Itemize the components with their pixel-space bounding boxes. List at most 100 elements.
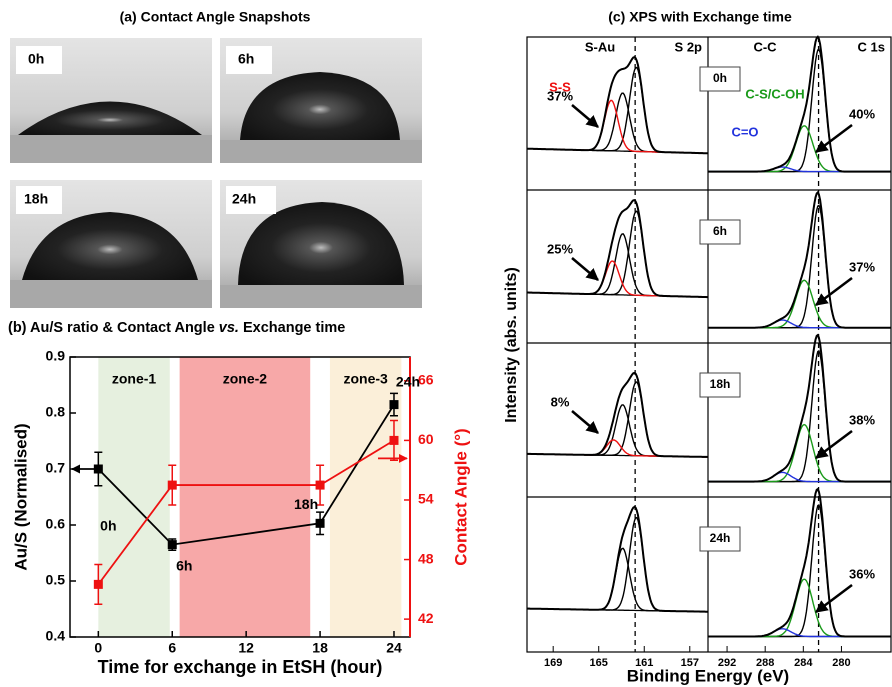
component-peak — [527, 260, 708, 298]
x-tick-label: 12 — [238, 640, 254, 656]
x-tick-label: 292 — [718, 657, 736, 669]
core-level-label: C 1s — [858, 39, 885, 54]
zone-label: zone-2 — [223, 371, 268, 387]
zone — [329, 357, 402, 637]
time-label: 0h — [713, 71, 727, 85]
component-peak — [527, 404, 709, 458]
time-label: 6h — [713, 224, 727, 238]
pointer-arrow — [815, 584, 853, 613]
panel-a-title: (a) Contact Angle Snapshots — [120, 9, 311, 25]
envelope — [527, 199, 708, 299]
time-box — [699, 526, 741, 552]
component-label: S-S — [549, 79, 571, 94]
y2-tick-label: 42 — [418, 610, 434, 626]
y-tick-label: 0.4 — [46, 628, 66, 644]
zone — [179, 357, 311, 637]
y-tick-label: 0.9 — [46, 348, 66, 364]
envelope — [708, 190, 891, 329]
photo — [220, 180, 422, 308]
envelope — [708, 35, 891, 173]
point — [389, 435, 399, 445]
zone-label: zone-1 — [112, 371, 157, 387]
component-label: S-Au — [585, 39, 615, 54]
percent-label: 36% — [849, 566, 875, 581]
photo-label: 24h — [232, 191, 256, 207]
title-part: Exchange time — [243, 320, 345, 336]
pointer-arrow — [815, 430, 853, 459]
envelope — [527, 505, 708, 613]
envelope — [708, 487, 891, 638]
panel-b-title: (b) Au/S ratio & Contact Angle vs. Excha… — [8, 320, 345, 336]
photo — [10, 38, 212, 163]
x-tick-label: 165 — [590, 657, 608, 669]
y2-tick-label: 48 — [418, 550, 434, 566]
component-peak — [708, 628, 891, 638]
y2-tick-label: 60 — [418, 431, 434, 447]
component-peak — [708, 319, 891, 329]
x-tick-label: 169 — [544, 657, 562, 669]
envelope — [527, 371, 709, 458]
pointer-arrow — [571, 104, 599, 128]
y-axis-label: Au/S (Normalised) — [11, 423, 30, 570]
photo — [10, 180, 212, 308]
percent-label: 8% — [551, 394, 570, 409]
zone — [98, 357, 170, 637]
x-tick-label: 280 — [832, 657, 850, 669]
percent-label: 40% — [849, 106, 875, 121]
time-box — [699, 372, 741, 398]
point — [167, 480, 177, 490]
x-tick-label: 24 — [386, 640, 402, 656]
y-tick-label: 0.6 — [46, 516, 66, 532]
point-label: 18h — [294, 496, 318, 512]
time-box — [699, 66, 741, 92]
percent-label: 37% — [849, 259, 875, 274]
zone-label: zone-3 — [343, 371, 388, 387]
x-tick-label: 288 — [756, 657, 774, 669]
component-peak — [708, 471, 891, 483]
core-level-label: S 2p — [675, 39, 703, 54]
y-axis-label: Intensity (abs. units) — [503, 267, 520, 423]
y-tick-label: 0.5 — [46, 572, 66, 588]
percent-label: 25% — [547, 241, 573, 256]
component-label: C-C — [753, 39, 777, 54]
y2-tick-label: 54 — [418, 491, 434, 507]
photo-label: 6h — [238, 51, 254, 67]
series-line — [97, 439, 395, 585]
envelope — [527, 55, 708, 155]
point-label: 6h — [176, 557, 192, 573]
photo-label: 0h — [28, 51, 44, 67]
percent-label: 38% — [849, 412, 875, 427]
panel-b: zone-1 zone-2 zone-3 0 6 12 18 24 0.4 0.5 0.6 0.7 0.… — [11, 348, 470, 677]
x-axis-label: Binding Energy (eV) — [627, 666, 789, 685]
point — [315, 480, 325, 490]
x-tick-label: 157 — [681, 657, 699, 669]
x-tick-label: 6 — [168, 640, 176, 656]
pointer-arrow — [571, 410, 599, 434]
point-label: 24h — [396, 373, 420, 389]
x-tick-label: 0 — [94, 640, 102, 656]
pointer-arrow — [571, 257, 599, 281]
x-axis-label: Time for exchange in EtSH (hour) — [98, 657, 383, 677]
photo-label: 18h — [24, 191, 48, 207]
point — [93, 579, 103, 589]
x-tick-label: 284 — [794, 657, 813, 669]
time-label: 18h — [710, 377, 731, 391]
point — [389, 400, 399, 410]
percent-label: 37% — [547, 88, 573, 103]
y2-axis-label: Contact Angle (°) — [451, 428, 470, 565]
pointer-arrow — [815, 124, 853, 153]
series-line — [97, 404, 395, 546]
point — [315, 518, 325, 528]
component-label: C=O — [731, 124, 758, 139]
y-tick-label: 0.8 — [46, 404, 66, 420]
title-part: (b) Au/S ratio & Contact Angle — [8, 320, 215, 336]
plot-frame — [526, 36, 892, 653]
point — [167, 540, 177, 550]
y2-tick-label: 66 — [418, 372, 434, 388]
y-tick-label: 0.7 — [46, 460, 66, 476]
x-tick-label: 18 — [312, 640, 328, 656]
point-label: 0h — [100, 518, 116, 534]
envelope — [708, 333, 891, 483]
title-part: vs. — [219, 320, 239, 336]
